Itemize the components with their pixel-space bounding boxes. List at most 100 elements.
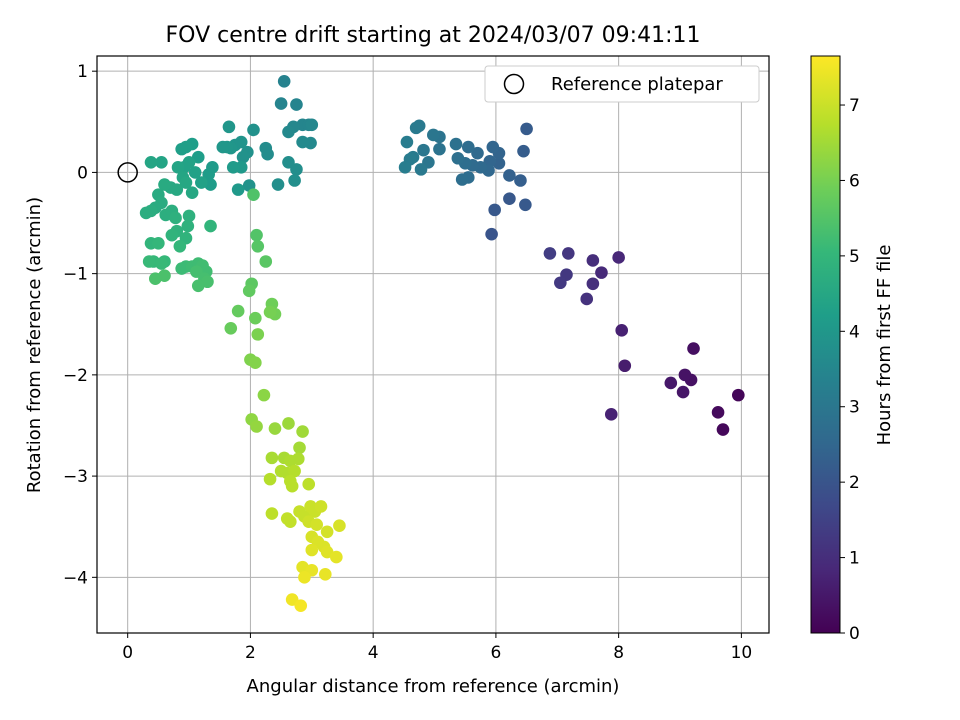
data-point xyxy=(285,479,299,493)
data-point xyxy=(181,219,195,233)
legend-box xyxy=(484,65,760,103)
colorbar-tick-label: 7 xyxy=(849,96,860,116)
data-point xyxy=(142,255,156,268)
data-point xyxy=(204,219,217,233)
data-point xyxy=(318,567,332,581)
data-point xyxy=(302,477,316,491)
data-point xyxy=(291,452,305,466)
data-point xyxy=(179,176,193,189)
data-point xyxy=(155,257,168,270)
data-point xyxy=(488,203,501,217)
data-point xyxy=(257,388,271,402)
data-point xyxy=(263,305,277,319)
x-tick-label: 2 xyxy=(245,643,256,663)
data-point xyxy=(282,417,295,430)
plot-frame xyxy=(96,55,770,634)
data-point xyxy=(247,188,260,201)
y-axis-label: Rotation from reference (arcmin) xyxy=(24,197,45,493)
data-point xyxy=(503,169,516,182)
data-point xyxy=(520,122,533,136)
data-point xyxy=(471,146,484,160)
data-point xyxy=(298,571,311,584)
data-point xyxy=(586,254,600,267)
data-point xyxy=(711,406,725,419)
data-point xyxy=(455,173,469,186)
colorbar-tick-label: 3 xyxy=(849,398,860,418)
data-point xyxy=(249,356,262,370)
data-point xyxy=(169,211,182,225)
data-point xyxy=(185,186,199,199)
data-point xyxy=(216,140,230,154)
data-point xyxy=(263,472,277,486)
colorbar-tick-label: 1 xyxy=(849,549,860,569)
data-point xyxy=(296,425,309,438)
data-point xyxy=(687,342,700,355)
x-tick-label: 0 xyxy=(122,643,133,663)
data-point xyxy=(202,168,215,181)
data-point xyxy=(678,368,692,382)
data-point xyxy=(427,128,440,142)
colorbar-gradient xyxy=(810,55,841,634)
colorbar-tick-label: 2 xyxy=(849,473,860,493)
data-point xyxy=(310,518,324,531)
data-point xyxy=(259,255,273,268)
legend-reference-marker xyxy=(503,73,525,95)
data-point xyxy=(182,209,196,223)
data-point xyxy=(676,385,690,399)
data-point xyxy=(250,420,263,433)
data-point xyxy=(400,135,414,149)
data-point xyxy=(290,98,303,111)
data-point xyxy=(604,408,618,421)
data-point xyxy=(173,240,187,253)
data-point xyxy=(271,178,285,191)
colorbar-tick-label: 0 xyxy=(849,624,860,644)
data-point xyxy=(274,97,288,110)
data-point xyxy=(554,276,567,290)
data-point xyxy=(158,178,171,191)
data-point xyxy=(294,599,308,612)
y-tick-label: −2 xyxy=(63,366,88,386)
data-point xyxy=(175,142,188,156)
data-point xyxy=(171,161,185,174)
y-tick-label: −1 xyxy=(63,265,88,285)
data-point xyxy=(242,284,256,298)
data-point xyxy=(664,376,678,390)
x-tick-label: 4 xyxy=(368,643,379,663)
data-point xyxy=(191,150,205,164)
data-point xyxy=(503,192,516,206)
data-point xyxy=(265,451,279,465)
data-point xyxy=(330,550,343,564)
data-point xyxy=(333,519,346,532)
data-point xyxy=(188,166,202,179)
data-point xyxy=(305,543,319,557)
grid-lines xyxy=(97,56,769,633)
data-point xyxy=(417,143,430,157)
data-point xyxy=(236,150,250,164)
data-point xyxy=(595,266,608,279)
data-point xyxy=(615,324,629,337)
data-point xyxy=(195,176,208,189)
colorbar-tick-label: 6 xyxy=(849,171,860,191)
data-point xyxy=(314,500,328,513)
data-point xyxy=(249,311,262,325)
data-point xyxy=(414,163,428,176)
data-point xyxy=(296,135,309,149)
data-point xyxy=(409,121,423,135)
data-point xyxy=(251,328,265,341)
data-point xyxy=(149,272,162,286)
data-point xyxy=(152,236,165,250)
legend-entry-label: Reference platepar xyxy=(551,74,723,95)
y-tick-label: 1 xyxy=(77,62,88,82)
reference-platepar-marker xyxy=(117,162,138,183)
data-point xyxy=(234,135,248,149)
data-point xyxy=(277,75,291,88)
data-point xyxy=(618,359,632,373)
data-point xyxy=(716,423,730,436)
data-point xyxy=(485,227,498,241)
y-tick-label: 0 xyxy=(77,163,88,183)
colorbar-tick-label: 5 xyxy=(849,247,860,267)
data-point xyxy=(519,198,532,212)
data-point xyxy=(250,228,263,242)
x-tick-label: 6 xyxy=(490,643,501,663)
